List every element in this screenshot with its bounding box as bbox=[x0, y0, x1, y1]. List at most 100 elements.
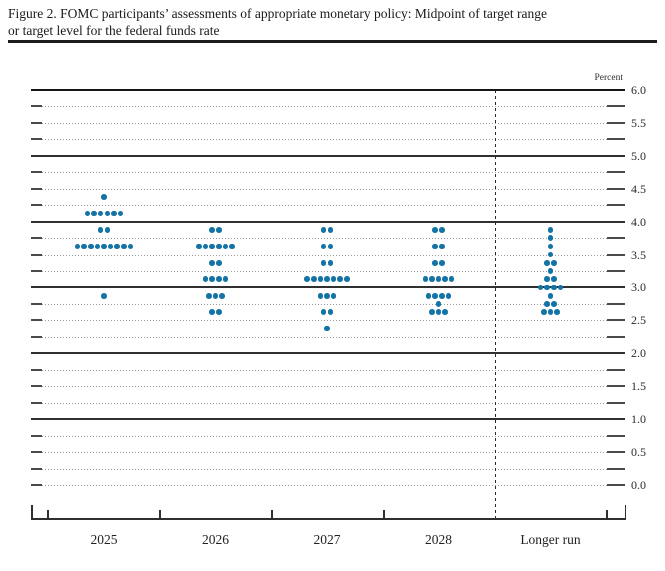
x-category-label-2026: 2026 bbox=[202, 532, 229, 547]
figure-title: Figure 2. FOMC participants’ assessments… bbox=[8, 5, 657, 39]
gridline-dotted bbox=[42, 435, 607, 437]
dot-2028-3.125 bbox=[429, 276, 435, 283]
dot-2025-4.125 bbox=[91, 210, 97, 217]
gridline-right-dash bbox=[607, 483, 625, 486]
gridline-dotted bbox=[42, 106, 607, 108]
dot-2026-3.625 bbox=[229, 243, 235, 250]
gridline-left-dash bbox=[31, 187, 42, 190]
x-category-label-longer-run: Longer run bbox=[520, 532, 581, 547]
dot-2027-2.625 bbox=[320, 309, 327, 315]
y-tick-label-4.0: 4.0 bbox=[631, 214, 646, 229]
dot-2025-3.625 bbox=[101, 243, 107, 250]
y-tick-label-3.0: 3.0 bbox=[631, 280, 646, 295]
gridline-left-dash bbox=[31, 368, 42, 371]
dot-2025-4.125 bbox=[111, 210, 117, 217]
dot-longer-run-3 bbox=[537, 284, 544, 291]
dot-longer-run-3.25 bbox=[547, 268, 554, 274]
dot-2025-3.625 bbox=[107, 243, 114, 250]
dot-2025-3.875 bbox=[97, 227, 104, 233]
gridline-left-dash bbox=[31, 121, 42, 124]
gridline-right-dash bbox=[607, 385, 625, 388]
y-axis-unit-label: Percent bbox=[594, 73, 624, 83]
gridline-dotted bbox=[42, 320, 607, 322]
gridline-right-dash bbox=[607, 204, 625, 207]
dot-2027-3.125 bbox=[337, 276, 343, 283]
gridline-left-dash bbox=[31, 401, 42, 404]
x-axis-tick bbox=[383, 510, 385, 518]
dot-longer-run-3.625 bbox=[547, 243, 554, 250]
gridline-right-dash bbox=[607, 319, 625, 322]
dot-2027-3.125 bbox=[330, 276, 337, 283]
dot-2028-3.375 bbox=[439, 260, 445, 266]
gridline-solid-4.0 bbox=[31, 220, 625, 223]
dot-2028-2.75 bbox=[435, 301, 442, 307]
dot-2027-3.375 bbox=[320, 260, 327, 266]
gridline-dotted bbox=[42, 336, 607, 338]
dot-2027-3.375 bbox=[327, 260, 334, 266]
gridline-left-dash bbox=[31, 253, 42, 256]
x-axis-tick bbox=[159, 510, 161, 518]
gridline-dotted bbox=[42, 139, 607, 141]
dot-2026-2.625 bbox=[209, 309, 215, 315]
gridline-left-dash bbox=[31, 171, 42, 174]
dot-2025-3.625 bbox=[81, 243, 87, 250]
gridline-right-dash bbox=[607, 237, 625, 240]
gridline-left-dash bbox=[31, 138, 42, 141]
gridline-dotted bbox=[42, 303, 607, 305]
dot-longer-run-3.125 bbox=[544, 276, 550, 283]
gridline-dotted bbox=[42, 238, 607, 240]
x-category-label-2027: 2027 bbox=[313, 532, 341, 547]
dot-2027-3.625 bbox=[320, 243, 327, 250]
gridline-left-dash bbox=[31, 385, 42, 388]
dot-longer-run-3.75 bbox=[547, 235, 554, 241]
x-axis-corner-right bbox=[624, 505, 626, 518]
longer-run-separator bbox=[495, 90, 496, 518]
x-category-label-2025: 2025 bbox=[90, 532, 118, 547]
y-tick-label-6.0: 6.0 bbox=[631, 83, 646, 97]
x-axis-baseline bbox=[31, 518, 626, 520]
dot-2028-3.125 bbox=[448, 276, 455, 283]
gridline-right-dash bbox=[607, 434, 625, 437]
dot-2026-3.875 bbox=[209, 227, 215, 233]
dot-2027-2.375 bbox=[324, 325, 330, 332]
dot-2028-2.625 bbox=[442, 309, 448, 315]
dot-2027-3.875 bbox=[327, 227, 334, 233]
gridline-right-dash bbox=[607, 270, 625, 273]
dot-2025-3.625 bbox=[74, 243, 81, 250]
gridline-right-dash bbox=[607, 451, 625, 454]
dot-2026-2.875 bbox=[206, 292, 212, 299]
dot-2028-3.625 bbox=[439, 243, 445, 250]
y-tick-label-5.5: 5.5 bbox=[631, 115, 646, 130]
title-rule bbox=[8, 40, 657, 43]
y-tick-label-2.5: 2.5 bbox=[631, 313, 646, 328]
dot-2028-3.125 bbox=[422, 276, 429, 283]
dot-2025-4.375 bbox=[101, 194, 107, 200]
gridline-dotted bbox=[42, 254, 607, 256]
y-tick-label-5.0: 5.0 bbox=[631, 148, 646, 163]
gridline-left-dash bbox=[31, 451, 42, 454]
dot-2025-3.625 bbox=[88, 243, 94, 250]
dot-longer-run-3 bbox=[557, 284, 564, 291]
dot-longer-run-2.625 bbox=[554, 309, 560, 315]
gridline-right-dash bbox=[607, 105, 625, 108]
gridline-dotted bbox=[42, 386, 607, 388]
gridline-dotted bbox=[42, 468, 607, 470]
gridline-dotted bbox=[42, 205, 607, 207]
dot-2027-2.875 bbox=[330, 292, 337, 299]
dot-2026-2.875 bbox=[219, 292, 225, 299]
dot-2028-2.625 bbox=[429, 309, 435, 315]
dot-longer-run-2.625 bbox=[541, 309, 547, 315]
dot-2026-3.625 bbox=[216, 243, 222, 250]
gridline-right-dash bbox=[607, 171, 625, 174]
gridline-right-dash bbox=[607, 467, 625, 470]
dot-2026-2.625 bbox=[216, 309, 222, 315]
dot-2027-2.875 bbox=[317, 292, 324, 299]
figure-title-line1: Figure 2. FOMC participants’ assessments… bbox=[8, 6, 548, 21]
dot-2028-2.875 bbox=[425, 292, 432, 299]
y-tick-label-0.0: 0.0 bbox=[631, 477, 646, 492]
dot-2026-3.625 bbox=[202, 243, 209, 250]
gridline-dotted bbox=[42, 271, 607, 273]
dot-2026-3.375 bbox=[216, 260, 222, 266]
dot-2026-3.125 bbox=[216, 276, 222, 283]
